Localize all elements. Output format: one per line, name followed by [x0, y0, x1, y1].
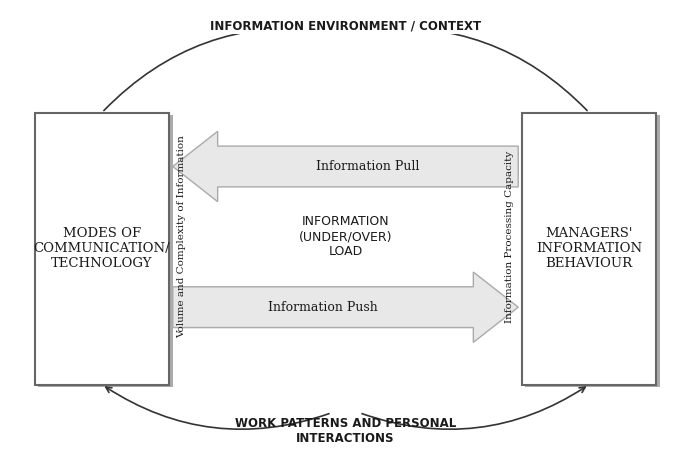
Text: INFORMATION ENVIRONMENT / CONTEXT: INFORMATION ENVIRONMENT / CONTEXT [210, 19, 481, 32]
Bar [522, 113, 656, 385]
Text: Information Pull: Information Pull [316, 160, 419, 173]
Text: Information Push: Information Push [268, 301, 378, 314]
Text: INFORMATION
(UNDER/OVER)
LOAD: INFORMATION (UNDER/OVER) LOAD [299, 215, 392, 258]
Bar [35, 113, 169, 385]
Bar [525, 115, 660, 387]
Polygon shape [173, 131, 518, 202]
Text: Information Processing Capacity: Information Processing Capacity [504, 151, 514, 323]
Text: MANAGERS'
INFORMATION
BEHAVIOUR: MANAGERS' INFORMATION BEHAVIOUR [536, 227, 642, 270]
Bar [38, 115, 173, 387]
Text: MODES OF
COMMUNICATION/
TECHNOLOGY: MODES OF COMMUNICATION/ TECHNOLOGY [34, 227, 170, 270]
Text: WORK PATTERNS AND PERSONAL
INTERACTIONS: WORK PATTERNS AND PERSONAL INTERACTIONS [235, 417, 456, 446]
Polygon shape [173, 272, 518, 342]
Text: Volume and Complexity of Information: Volume and Complexity of Information [177, 136, 187, 338]
